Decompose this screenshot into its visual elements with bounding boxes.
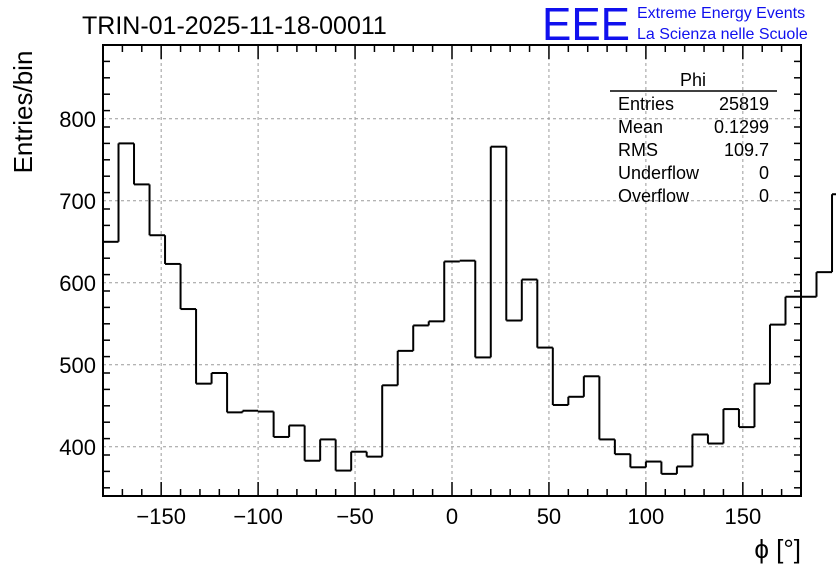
stats-label: Underflow (618, 163, 700, 183)
y-tick-label: 800 (59, 107, 96, 132)
y-tick-label: 600 (59, 271, 96, 296)
stats-label: Entries (618, 94, 674, 114)
x-tick-label: −150 (136, 504, 186, 529)
stats-value: 0 (759, 186, 769, 206)
stats-value: 0 (759, 163, 769, 183)
eee-logo: EEE Extreme Energy Events La Scienza nel… (542, 0, 808, 50)
x-tick-label: 100 (628, 504, 665, 529)
stats-value: 0.1299 (714, 117, 769, 137)
x-tick-label: −100 (233, 504, 283, 529)
logo-mark: EEE (542, 0, 630, 50)
x-axis-title: ϕ [°] (754, 534, 801, 564)
x-tick-label: 50 (537, 504, 561, 529)
y-tick-label: 700 (59, 189, 96, 214)
x-tick-label: −50 (336, 504, 373, 529)
logo-line1: Extreme Energy Events (637, 5, 805, 22)
stats-title: Phi (680, 70, 706, 90)
grid (103, 45, 801, 496)
x-tick-label: 150 (724, 504, 761, 529)
stats-label: RMS (618, 140, 658, 160)
histogram-series (103, 142, 836, 475)
stats-value: 109.7 (724, 140, 769, 160)
stats-label: Overflow (618, 186, 690, 206)
tick-labels: −150 −100 −50 0 50 100 150 400 500 600 700 800 (59, 107, 761, 529)
stats-box: Phi Entries 25819 Mean 0.1299 RMS 109.7 … (610, 70, 777, 206)
chart-title: TRIN-01-2025-11-18-00011 (82, 12, 387, 40)
stats-label: Mean (618, 117, 663, 137)
x-tick-label: 0 (446, 504, 458, 529)
logo-line2: La Scienza nelle Scuole (637, 26, 808, 43)
y-axis-title: Entries/bin (8, 51, 38, 174)
stats-value: 25819 (719, 94, 769, 114)
y-tick-label: 400 (59, 435, 96, 460)
axis-ticks (102, 45, 802, 496)
y-tick-label: 500 (59, 353, 96, 378)
